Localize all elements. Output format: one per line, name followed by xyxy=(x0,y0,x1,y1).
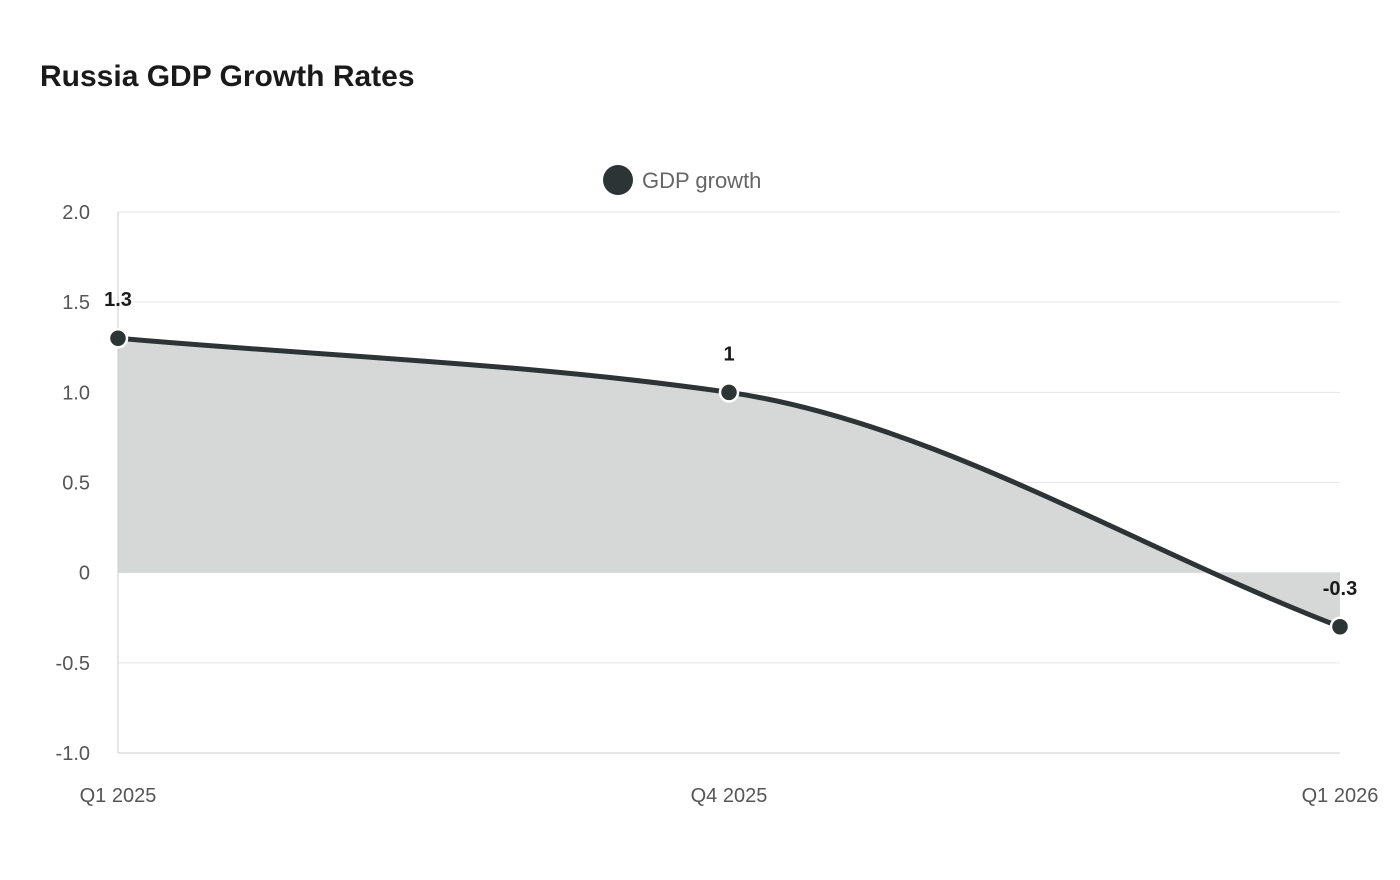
y-tick-label: 2.0 xyxy=(62,202,90,224)
legend-label-gdp-growth[interactable]: GDP growth xyxy=(642,168,761,193)
x-tick-label: Q4 2025 xyxy=(691,785,768,807)
data-points xyxy=(107,327,1351,638)
data-point[interactable] xyxy=(107,327,129,349)
legend-marker-gdp-growth[interactable] xyxy=(603,165,633,195)
axes xyxy=(117,212,1340,754)
legend[interactable]: GDP growth xyxy=(603,165,761,195)
data-point[interactable] xyxy=(718,382,740,403)
data-label: 1.3 xyxy=(104,289,132,311)
y-tick-label: -0.5 xyxy=(56,653,90,675)
x-tick-label: Q1 2026 xyxy=(1302,785,1379,807)
chart-title: Russia GDP Growth Rates xyxy=(40,60,415,93)
y-tick-label: 1.5 xyxy=(62,292,90,314)
data-label: -0.3 xyxy=(1323,578,1357,600)
y-tick-label: 0 xyxy=(79,563,90,585)
y-tick-label: 1.0 xyxy=(62,382,90,404)
y-tick-label: -1.0 xyxy=(56,743,90,765)
data-labels: 1.3 1 -0.3 xyxy=(104,289,1357,600)
x-tick-label: Q1 2025 xyxy=(80,785,157,807)
series-area-gdp-growth xyxy=(118,338,1340,627)
data-label: 1 xyxy=(723,343,734,365)
tick-labels: 2.0 1.5 1.0 0.5 0 -0.5 -1.0 Q1 2025 Q4 2025 Q1 20… xyxy=(56,202,1379,807)
area-fill-layer xyxy=(118,338,1340,627)
y-tick-label: 0.5 xyxy=(62,473,90,495)
data-point[interactable] xyxy=(1329,616,1351,638)
